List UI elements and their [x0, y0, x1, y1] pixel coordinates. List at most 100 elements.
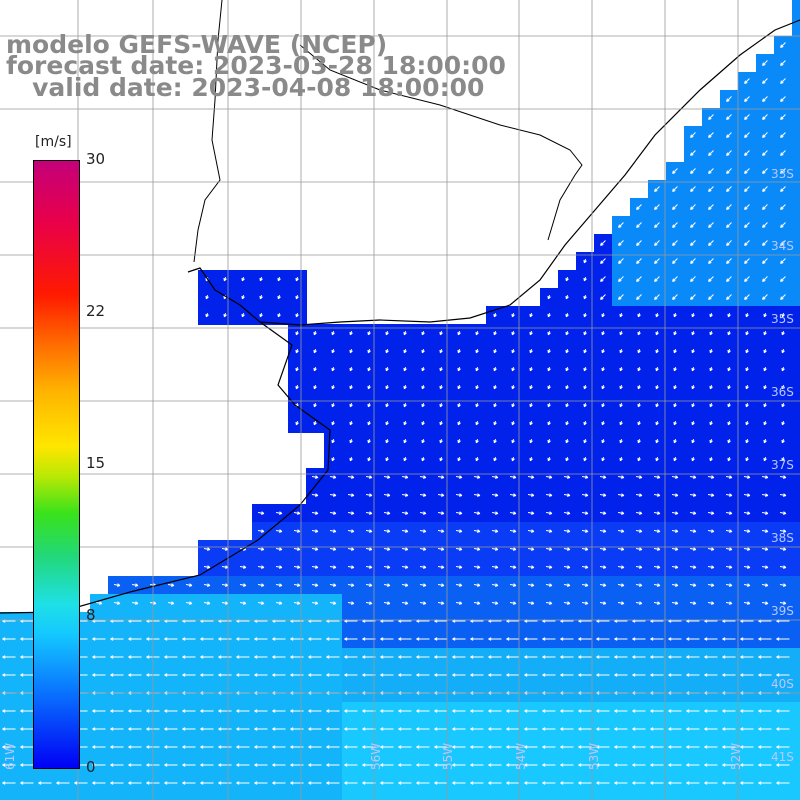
wind-arrow	[362, 745, 376, 749]
wind-arrow	[311, 511, 319, 515]
wind-arrow	[653, 475, 661, 479]
wind-arrow	[780, 168, 786, 174]
wind-arrow	[671, 565, 679, 569]
wind-arrow	[110, 745, 124, 749]
speed-cell	[738, 108, 757, 127]
wind-arrow	[781, 402, 785, 408]
wind-arrow	[182, 727, 196, 731]
wind-arrow	[668, 763, 682, 767]
wind-arrow	[475, 420, 479, 426]
wind-arrow	[326, 727, 340, 731]
latitude-label: 40S	[771, 677, 794, 691]
wind-arrow	[708, 132, 714, 138]
wind-arrow	[380, 673, 394, 677]
wind-arrow	[457, 348, 461, 354]
wind-arrow	[347, 511, 355, 515]
wind-arrow	[272, 655, 286, 659]
wind-arrow	[704, 655, 718, 659]
speed-cell	[288, 792, 307, 800]
wind-arrow	[113, 601, 121, 605]
speed-cell	[324, 792, 343, 800]
wind-arrow	[560, 709, 574, 713]
wind-arrow	[439, 402, 443, 408]
wind-arrow	[185, 583, 193, 587]
wind-arrow	[92, 727, 106, 731]
wind-arrow	[743, 529, 751, 533]
speed-cell	[558, 792, 577, 800]
speed-cell	[450, 792, 469, 800]
wind-arrow	[758, 709, 772, 713]
wind-arrow	[617, 511, 625, 515]
wind-arrow	[758, 781, 772, 785]
wind-arrow	[493, 384, 497, 390]
wind-arrow	[475, 366, 479, 372]
wind-arrow	[671, 493, 679, 497]
wind-arrow	[779, 583, 787, 587]
speed-cell	[720, 288, 739, 307]
wind-arrow	[689, 529, 697, 533]
wind-arrow	[709, 330, 713, 336]
wind-arrow	[691, 456, 695, 462]
wind-arrow	[601, 456, 605, 462]
wind-arrow	[722, 763, 736, 767]
speed-cell	[720, 90, 739, 109]
wind-arrow	[493, 438, 497, 444]
wind-arrow	[367, 402, 371, 408]
wind-arrow	[650, 763, 664, 767]
wind-arrow	[636, 204, 642, 210]
wind-arrow	[2, 637, 16, 641]
wind-arrow	[601, 330, 605, 336]
wind-arrow	[704, 673, 718, 677]
wind-arrow	[401, 529, 409, 533]
wind-arrow	[636, 222, 642, 228]
wind-arrow	[743, 511, 751, 515]
wind-arrow	[563, 601, 571, 605]
wind-arrow	[203, 583, 211, 587]
speed-cell	[738, 126, 757, 145]
speed-cell	[108, 792, 127, 800]
wind-arrow	[347, 547, 355, 551]
wind-arrow	[491, 475, 499, 479]
wind-arrow	[473, 601, 481, 605]
latitude-label: 37S	[771, 458, 794, 472]
wind-arrow	[599, 493, 607, 497]
wind-arrow	[745, 456, 749, 462]
wind-arrow	[20, 655, 34, 659]
speed-cell	[684, 234, 703, 253]
wind-arrow	[600, 258, 606, 264]
wind-arrow	[671, 547, 679, 551]
speed-cell	[54, 792, 73, 800]
wind-arrow	[758, 637, 772, 641]
wind-arrow	[311, 601, 319, 605]
speed-cell	[792, 36, 800, 55]
wind-arrow	[2, 781, 16, 785]
wind-arrow	[398, 709, 412, 713]
speed-cell	[792, 450, 800, 469]
wind-arrow	[455, 601, 463, 605]
wind-arrow	[547, 438, 551, 444]
speed-cell	[774, 108, 793, 127]
wind-arrow	[668, 727, 682, 731]
wind-arrow	[349, 402, 353, 408]
wind-arrow	[527, 583, 535, 587]
wind-arrow	[542, 745, 556, 749]
wind-arrow	[349, 330, 353, 336]
speed-cell	[756, 90, 775, 109]
wind-arrow	[619, 366, 623, 372]
wind-arrow	[673, 366, 677, 372]
wind-arrow	[488, 637, 502, 641]
wind-arrow	[744, 168, 750, 174]
wind-arrow	[254, 673, 268, 677]
wind-arrow	[326, 637, 340, 641]
wind-arrow	[473, 547, 481, 551]
wind-arrow	[691, 384, 695, 390]
wind-arrow	[779, 529, 787, 533]
wind-arrow	[182, 673, 196, 677]
wind-arrow	[527, 601, 535, 605]
wind-arrow	[439, 366, 443, 372]
wind-arrow	[200, 673, 214, 677]
wind-arrow	[740, 673, 754, 677]
speed-cell	[756, 108, 775, 127]
speed-cell	[702, 144, 721, 163]
wind-arrow	[421, 366, 425, 372]
